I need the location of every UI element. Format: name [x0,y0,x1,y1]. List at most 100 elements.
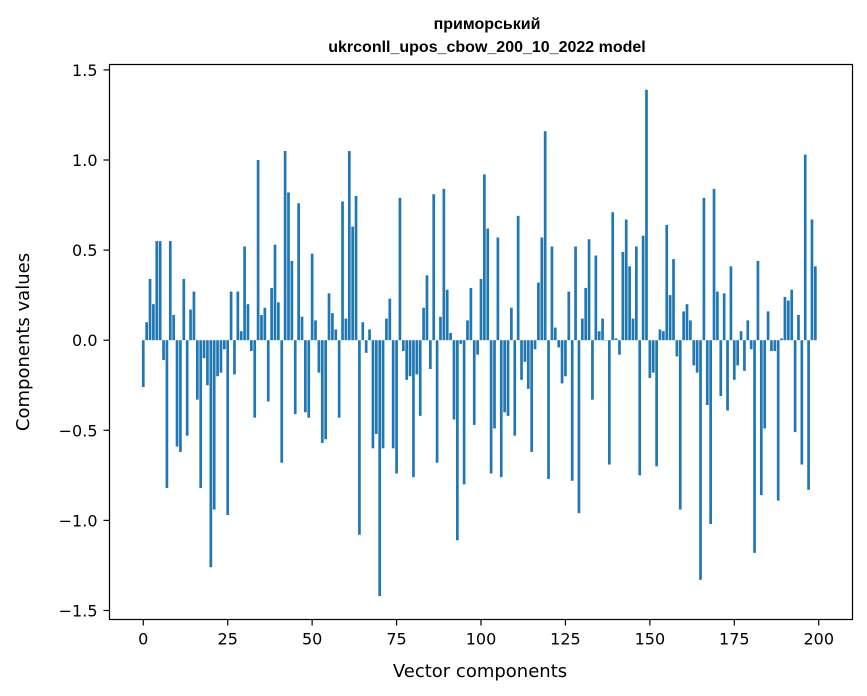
bar [651,340,655,373]
bar [577,340,581,514]
bar [526,340,530,389]
bar [479,278,483,341]
bar [381,340,385,449]
bar [709,340,712,524]
bar [172,314,176,341]
bar [148,278,152,341]
bar [743,340,746,371]
bar [185,340,189,436]
bar [570,340,574,481]
bar [797,314,800,341]
bar [405,340,409,380]
bar [256,160,260,341]
bar [780,338,783,341]
bar [807,340,810,490]
bar [543,131,547,341]
y-axis-label: Components values [13,253,34,431]
bar [810,219,814,341]
bar [597,331,601,341]
bar [594,255,598,341]
bar [378,340,382,597]
bar [611,212,615,341]
bar [587,239,591,341]
bar [564,340,567,377]
x-axis: 0 25 50 75 100 125 150 175 200 [138,619,834,649]
bar [222,340,226,350]
bar [624,219,628,341]
bar [192,291,196,341]
bar [722,293,726,341]
bar [239,331,243,341]
bar [756,260,760,341]
bar [374,340,378,434]
bar [202,340,206,359]
bar [607,340,611,465]
bar [776,340,780,501]
bar [398,197,402,341]
bar [297,203,300,341]
bar [347,150,351,341]
bar [412,340,415,478]
bar [493,340,496,429]
y-tick-label: −1.0 [59,511,98,530]
bar [486,228,490,341]
bar [584,287,588,341]
bar [361,322,365,341]
bar [162,340,165,361]
bar [327,293,331,341]
bar [219,340,223,373]
x-tick-label: 100 [466,630,497,649]
bar [314,320,317,341]
bar [719,340,723,397]
bar [689,320,692,341]
bar [165,340,169,488]
bar [408,340,412,377]
bar [300,316,304,341]
bar [266,340,270,402]
y-axis: 1.5 1.0 0.5 0.0 −0.5 −1.0 −1.5 [59,61,110,620]
bar [439,316,442,341]
bar [368,329,371,341]
bar [793,340,797,433]
bar [638,340,642,476]
chart-title-line1: приморський [434,16,541,33]
bar [290,260,294,341]
bar [759,340,763,496]
bar [574,246,577,341]
plot-frame [108,63,854,621]
bar [260,314,263,341]
y-tick-label: 0.0 [72,331,97,350]
bar [216,340,219,377]
bar [428,340,432,370]
bar [418,340,422,416]
bar [803,154,807,341]
bar [422,307,425,341]
bar [635,246,638,341]
bar [746,320,750,341]
bar [317,340,321,373]
bar [800,340,804,465]
bar [442,188,446,341]
bar [158,241,162,341]
bar [557,340,561,348]
bar [425,275,429,341]
bar [445,289,449,341]
bar [401,340,405,352]
y-tick-label: −1.5 [59,601,98,620]
bar [631,318,635,341]
bar [385,318,388,341]
y-tick-label: 0.5 [72,241,97,260]
bar [520,340,523,380]
bar [814,266,817,341]
bar [432,194,436,341]
bar [391,340,395,449]
bar [182,278,186,341]
bar [263,307,267,341]
bar [310,253,314,341]
bar [712,188,716,341]
bar [304,340,307,413]
bar [510,307,513,341]
x-axis-label: Vector components [393,661,567,682]
bar [665,224,669,341]
bar [560,340,564,384]
